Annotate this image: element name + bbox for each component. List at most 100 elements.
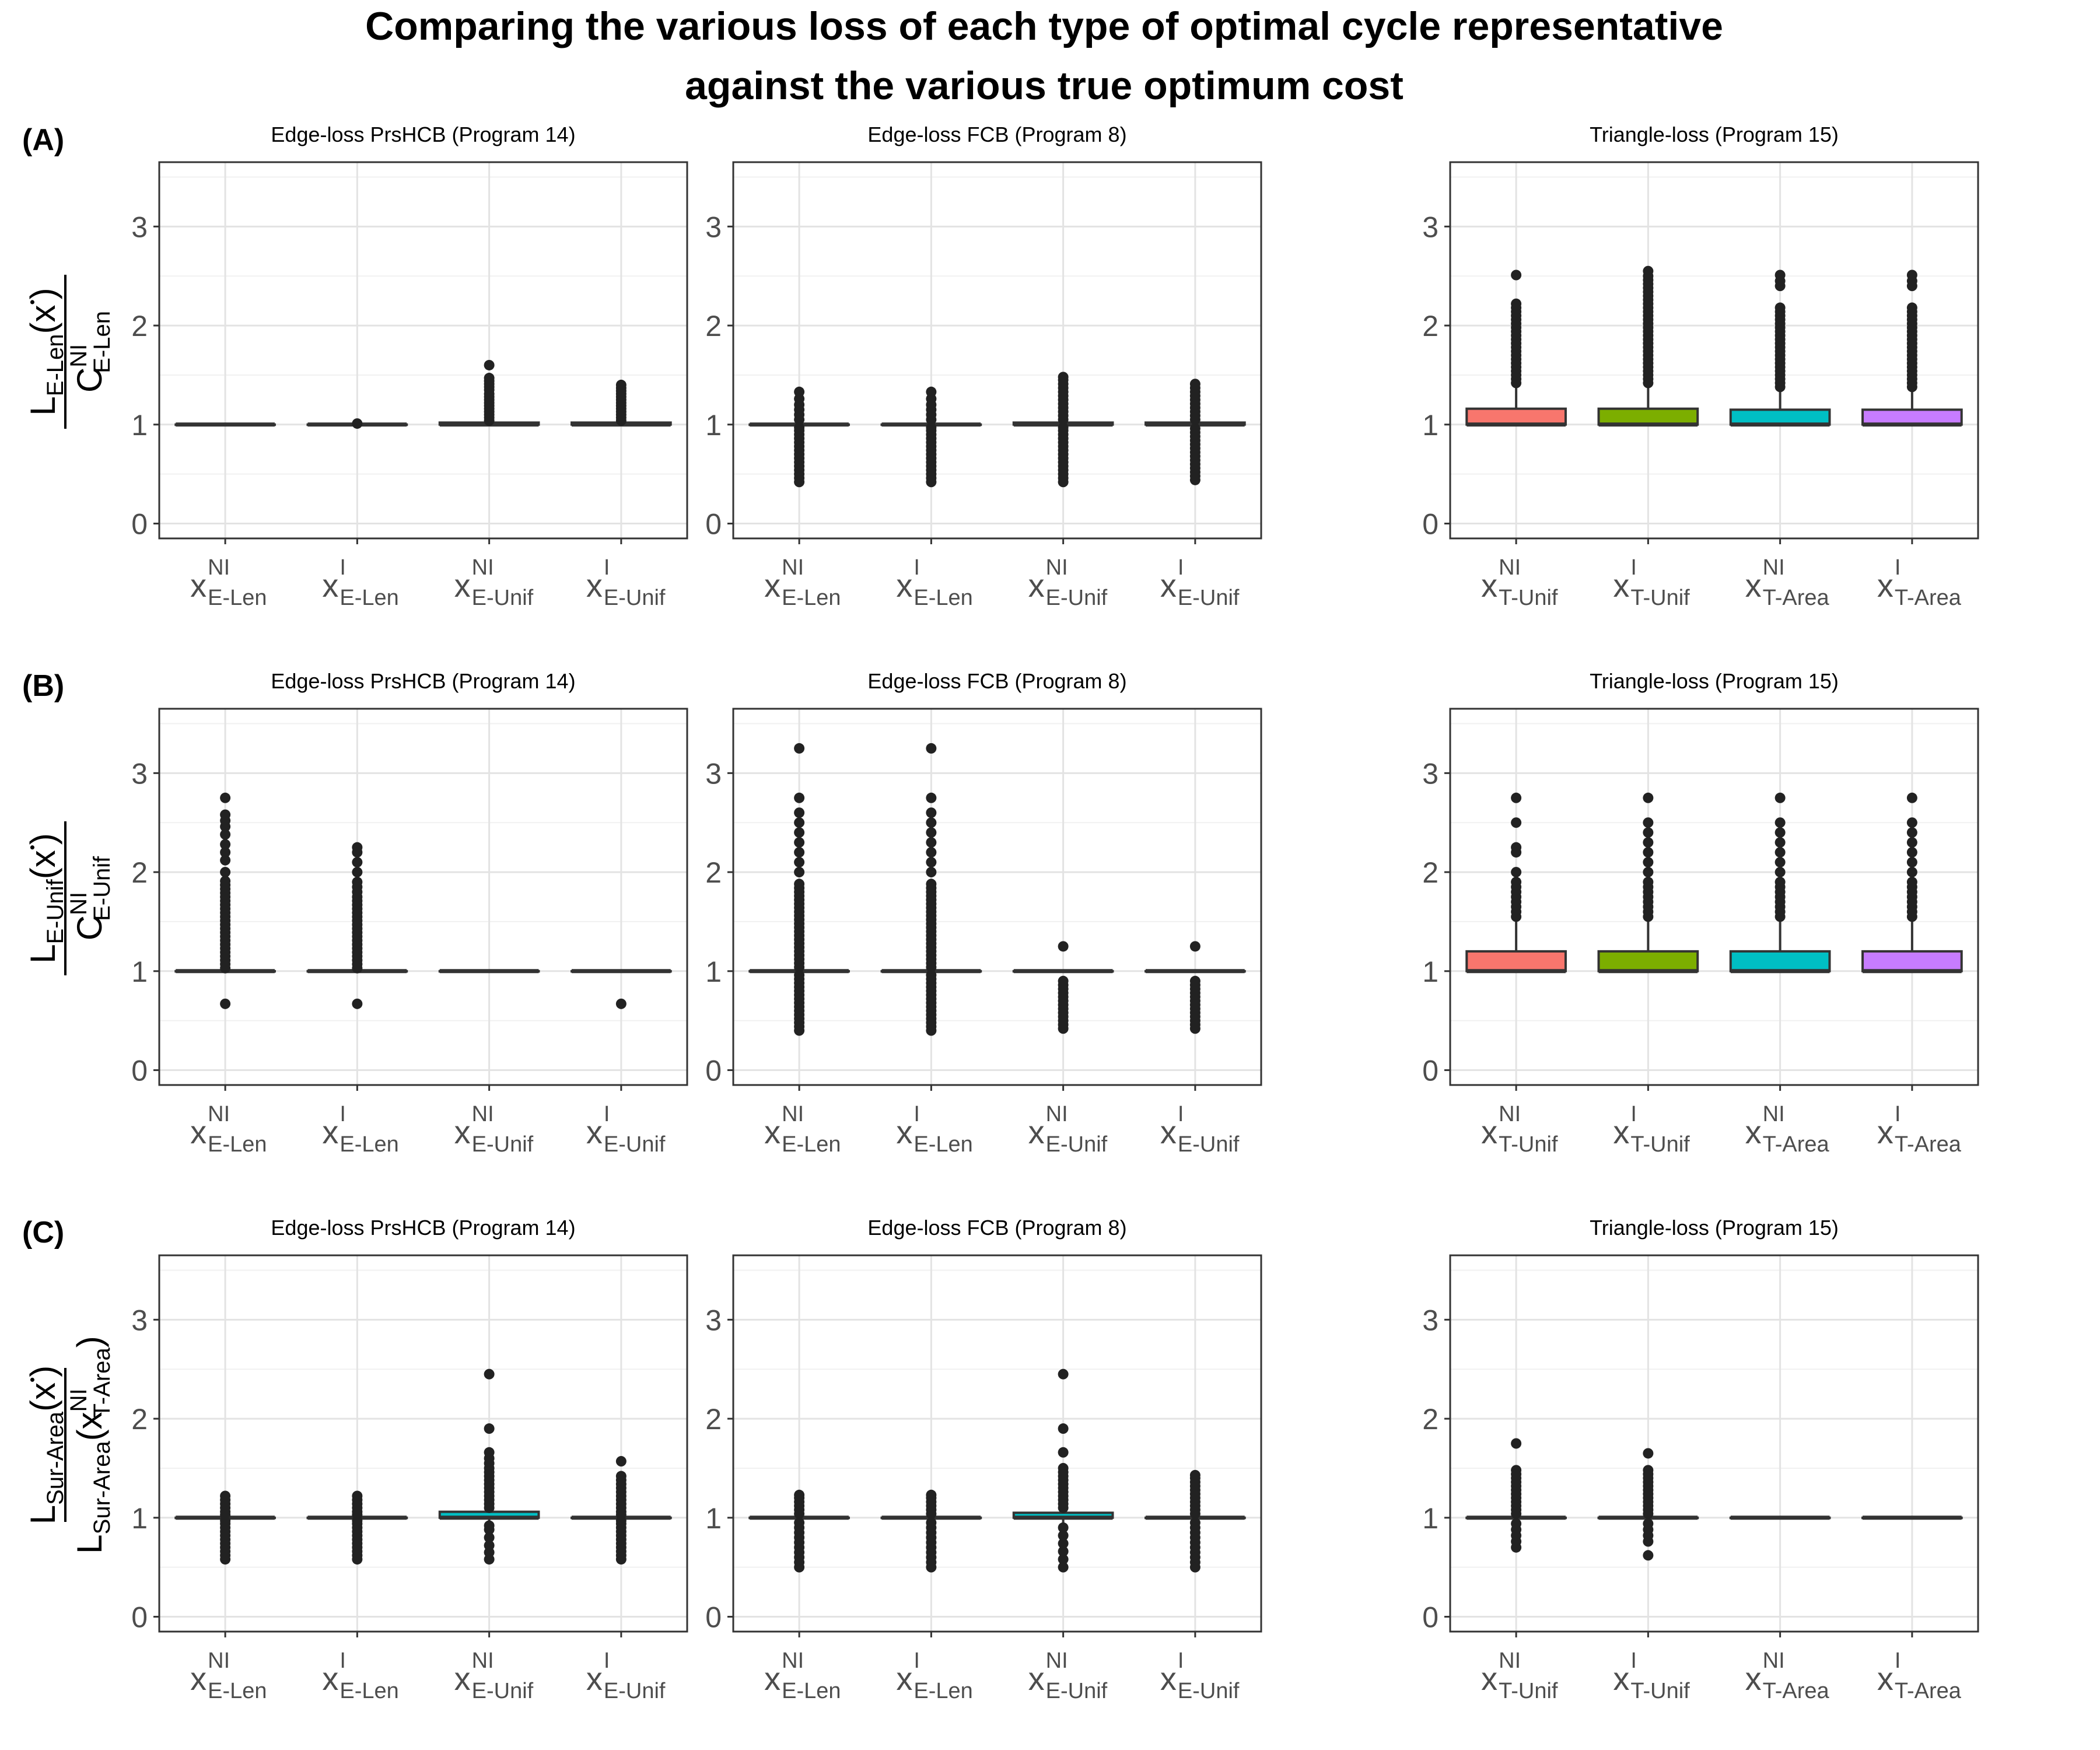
outlier-point	[926, 422, 937, 433]
y-tick-label: 0	[131, 1601, 148, 1634]
y-num-dot: •	[23, 845, 41, 850]
y-tick-label: 3	[1422, 1304, 1438, 1336]
outlier-point	[794, 817, 805, 828]
outlier-point	[1774, 302, 1786, 313]
x-tick-label-sup: NI	[208, 555, 230, 580]
y-num-close: )	[23, 1366, 62, 1377]
y-tick-label: 3	[131, 1304, 148, 1336]
outlier-point	[926, 1489, 937, 1500]
x-tick-label-main: x	[1481, 567, 1497, 604]
outlier-point	[1774, 847, 1786, 858]
box	[1597, 950, 1699, 972]
x-tick-label-sub: T-Area	[1763, 586, 1830, 610]
outlier-point	[1643, 1518, 1654, 1529]
outlier-point	[220, 867, 231, 878]
y-tick-label: 1	[705, 956, 722, 988]
y-den-sub: E-Len	[89, 311, 115, 373]
outlier-point	[1511, 792, 1522, 803]
outlier-point	[1058, 1462, 1069, 1474]
outlier-point	[1774, 827, 1786, 838]
outlier-point	[484, 359, 495, 370]
box	[1729, 408, 1831, 426]
panel-background	[1450, 1255, 1978, 1632]
outlier-point	[1906, 867, 1917, 878]
outlier-point	[352, 877, 363, 888]
panel-background	[1450, 162, 1978, 538]
outlier-point	[794, 857, 805, 868]
outlier-point	[1643, 827, 1654, 838]
y-num-main: L	[23, 944, 62, 963]
outlier-point	[220, 847, 231, 858]
y-tick-label: 3	[1422, 757, 1438, 790]
x-tick-label-sup: I	[340, 1102, 346, 1126]
y-axis-label: LE-Unif(x•)CNIE-Unif	[23, 821, 115, 975]
x-tick-label-main: x	[1877, 567, 1894, 604]
x-tick-label-main: x	[190, 1660, 206, 1697]
panel-title: Triangle-loss (Program 15)	[1590, 1216, 1839, 1240]
outlier-point	[926, 970, 937, 981]
x-tick-label-main: x	[190, 567, 206, 604]
panel-border	[732, 1254, 1262, 1633]
outlier-point	[1643, 817, 1654, 828]
y-tick-label: 2	[705, 856, 722, 889]
x-tick-label-main: x	[586, 1114, 603, 1150]
y-den-sub: E-Unif	[89, 856, 115, 921]
outlier-point	[1511, 1465, 1522, 1476]
panel-title: Edge-loss FCB (Program 8)	[867, 669, 1126, 693]
outlier-point	[926, 1517, 937, 1528]
y-tick-label: 2	[1422, 1403, 1438, 1436]
x-tick-label-sup: I	[604, 555, 610, 580]
x-tick-label-sub: E-Len	[782, 1132, 841, 1157]
x-tick-label-sup: NI	[1763, 555, 1785, 580]
outlier-point	[352, 1490, 363, 1502]
outlier-point	[794, 837, 805, 848]
outlier-point	[794, 386, 805, 397]
x-tick-label-sub: E-Unif	[472, 1679, 534, 1703]
outlier-point	[1906, 792, 1917, 803]
y-den-sup: NI	[66, 344, 92, 368]
y-axis-numerator: LE-Unif(x•)	[23, 833, 68, 964]
x-tick-label-sup: I	[1895, 1648, 1901, 1673]
panel-border	[1449, 708, 1979, 1086]
x-tick-label-main: x	[322, 567, 338, 604]
outlier-point	[1189, 423, 1200, 434]
x-tick-label-main: x	[454, 1660, 471, 1697]
x-tick-label-sub: E-Unif	[472, 1132, 534, 1157]
outlier-point	[1058, 422, 1069, 433]
outlier-point	[926, 386, 937, 397]
panel-background	[733, 709, 1261, 1085]
y-den-close: )	[70, 1336, 109, 1348]
x-tick-label-main: x	[1613, 567, 1629, 604]
outlier-point	[794, 807, 805, 818]
x-tick-label-sub: E-Len	[914, 1679, 972, 1703]
outlier-point	[1774, 270, 1786, 281]
x-tick-label-sub: E-Unif	[472, 586, 534, 610]
outlier-point	[484, 1520, 495, 1531]
x-tick-label-sup: NI	[1499, 1648, 1521, 1673]
y-den-arg: (x	[70, 1412, 109, 1441]
y-den-sup: NI	[66, 1388, 92, 1412]
chart-title-line-1: Comparing the various loss of each type …	[365, 4, 1723, 48]
outlier-point	[1058, 1522, 1069, 1533]
panel-background	[159, 709, 687, 1085]
outlier-point	[794, 970, 805, 981]
x-tick-label-sub: E-Unif	[1178, 1132, 1240, 1157]
x-tick-label-sup: I	[340, 1648, 346, 1673]
outlier-point	[926, 847, 937, 858]
box	[1465, 950, 1567, 972]
y-den-sup: NI	[66, 892, 92, 915]
x-tick-label-sub: E-Unif	[604, 586, 666, 610]
panel-border	[1449, 1254, 1979, 1633]
y-tick-label: 3	[1422, 211, 1438, 243]
outlier-point	[1906, 302, 1917, 313]
outlier-point	[220, 829, 231, 840]
y-axis-label: LE-Len(x•)CNIE-Len	[23, 275, 115, 429]
outlier-point	[794, 743, 805, 754]
outlier-point	[1643, 837, 1654, 848]
outlier-point	[484, 1532, 495, 1543]
y-tick-label: 3	[705, 1304, 722, 1336]
